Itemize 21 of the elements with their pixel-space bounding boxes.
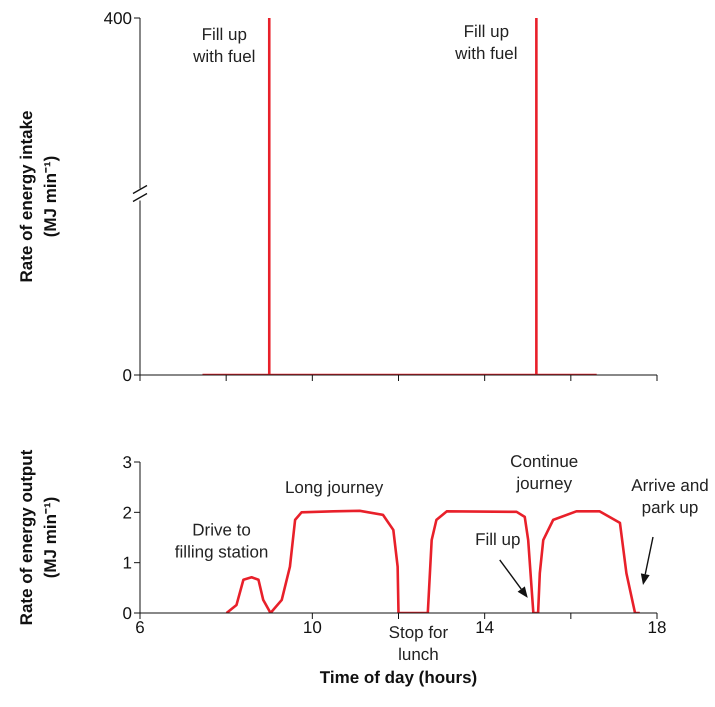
- annotation: Stop for lunch: [388, 623, 449, 664]
- x-tick-label: 6: [135, 618, 145, 638]
- y-axis-title: Rate of energy output (MJ min⁻¹): [17, 449, 60, 626]
- y-tick-label: 1: [122, 554, 132, 573]
- annotation: Fill up with fuel: [454, 22, 518, 63]
- y-axis-title: Rate of energy intake (MJ min⁻¹): [17, 110, 60, 282]
- y-tick-label: 0: [122, 366, 132, 386]
- x-tick-label: 18: [648, 618, 666, 638]
- y-tick-label: 2: [122, 503, 132, 522]
- x-axis-title: Time of day (hours): [320, 668, 478, 687]
- y-tick-label: 0: [122, 604, 132, 624]
- annotation: Continue journey: [510, 452, 578, 493]
- annotation: Fill up: [475, 530, 520, 549]
- x-tick-label: 14: [475, 618, 494, 638]
- annotation: Long journey: [284, 478, 384, 497]
- annotation: Drive to filling station: [174, 520, 268, 562]
- annotation: Arrive and park up: [630, 475, 710, 519]
- y-tick-label: 3: [122, 453, 132, 472]
- y-tick-label: 400: [104, 9, 132, 28]
- annotation: Fill up with fuel: [192, 25, 256, 66]
- x-tick-label: 10: [302, 618, 322, 638]
